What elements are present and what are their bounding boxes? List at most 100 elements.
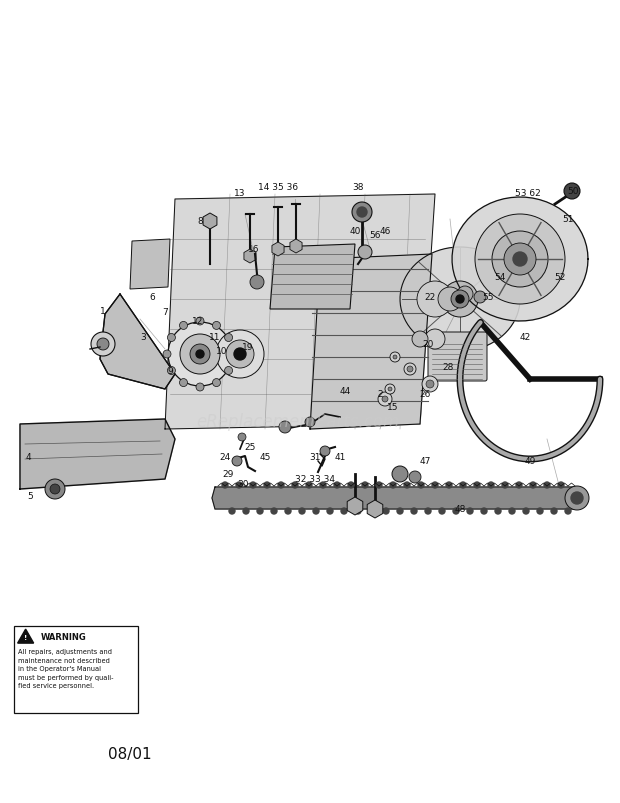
Polygon shape	[452, 198, 588, 321]
Circle shape	[278, 483, 284, 488]
Circle shape	[213, 322, 221, 330]
Circle shape	[376, 483, 382, 488]
Circle shape	[357, 208, 367, 218]
Circle shape	[565, 508, 571, 515]
Circle shape	[523, 508, 529, 515]
Text: 5: 5	[27, 492, 33, 501]
Circle shape	[383, 508, 389, 515]
Circle shape	[390, 483, 396, 488]
Circle shape	[516, 483, 522, 488]
Circle shape	[388, 388, 392, 392]
Circle shape	[564, 184, 580, 200]
Circle shape	[571, 492, 583, 504]
Text: 46: 46	[379, 227, 391, 236]
FancyBboxPatch shape	[428, 332, 487, 381]
Circle shape	[305, 418, 315, 427]
Circle shape	[492, 232, 548, 287]
Circle shape	[378, 393, 392, 406]
Text: 44: 44	[339, 387, 351, 396]
Circle shape	[382, 397, 388, 402]
Circle shape	[442, 282, 478, 318]
Text: 48: 48	[454, 505, 466, 514]
Circle shape	[45, 479, 65, 499]
Text: 38: 38	[352, 183, 364, 192]
Text: 12: 12	[192, 317, 204, 326]
Circle shape	[412, 332, 428, 348]
Circle shape	[404, 364, 416, 376]
Circle shape	[495, 508, 501, 515]
Circle shape	[250, 275, 264, 290]
Circle shape	[362, 483, 368, 488]
Circle shape	[530, 483, 536, 488]
Text: 8: 8	[197, 218, 203, 226]
Circle shape	[196, 318, 204, 325]
Circle shape	[425, 329, 445, 349]
Circle shape	[446, 483, 452, 488]
Circle shape	[418, 483, 424, 488]
Circle shape	[292, 483, 298, 488]
Circle shape	[411, 508, 417, 515]
Circle shape	[348, 483, 354, 488]
Circle shape	[224, 334, 232, 342]
Circle shape	[393, 356, 397, 360]
Circle shape	[425, 508, 431, 515]
Circle shape	[285, 508, 291, 515]
Text: 41: 41	[334, 453, 346, 462]
Text: All repairs, adjustments and
maintenance not described
in the Operator's Manual
: All repairs, adjustments and maintenance…	[17, 648, 113, 688]
Text: 30: 30	[237, 480, 249, 489]
Polygon shape	[130, 240, 170, 290]
Text: WARNING: WARNING	[41, 632, 86, 641]
Text: 56: 56	[370, 230, 381, 239]
Text: 22: 22	[424, 293, 436, 302]
Circle shape	[432, 483, 438, 488]
Circle shape	[513, 253, 527, 267]
Text: 2: 2	[377, 390, 383, 399]
Circle shape	[234, 349, 246, 361]
Text: 31: 31	[309, 453, 321, 462]
Circle shape	[457, 287, 473, 303]
Circle shape	[226, 340, 254, 369]
Text: 10: 10	[216, 347, 228, 356]
Circle shape	[409, 471, 421, 483]
Circle shape	[320, 446, 330, 456]
Polygon shape	[270, 245, 355, 310]
Circle shape	[481, 508, 487, 515]
Circle shape	[168, 323, 232, 386]
Text: 50: 50	[567, 187, 578, 196]
Circle shape	[180, 379, 187, 387]
Text: 45: 45	[259, 453, 271, 462]
Circle shape	[264, 483, 270, 488]
Circle shape	[551, 508, 557, 515]
Circle shape	[456, 296, 464, 304]
Text: 28: 28	[442, 363, 454, 372]
Circle shape	[407, 366, 413, 373]
Text: 40: 40	[349, 227, 361, 236]
Text: 15: 15	[388, 403, 399, 412]
Circle shape	[390, 353, 400, 362]
Text: 25: 25	[244, 443, 255, 452]
Circle shape	[279, 422, 291, 434]
Circle shape	[232, 456, 242, 467]
Text: 26: 26	[419, 390, 431, 399]
Circle shape	[385, 385, 395, 394]
Circle shape	[404, 483, 410, 488]
Circle shape	[50, 484, 60, 495]
Text: 6: 6	[149, 293, 155, 302]
Circle shape	[392, 467, 408, 483]
Circle shape	[352, 202, 372, 222]
Circle shape	[369, 508, 375, 515]
Circle shape	[97, 339, 109, 351]
Circle shape	[475, 214, 565, 304]
Text: 42: 42	[520, 333, 531, 342]
Polygon shape	[400, 247, 520, 352]
Circle shape	[502, 483, 508, 488]
Text: 53 62: 53 62	[515, 188, 541, 198]
Circle shape	[488, 483, 494, 488]
Circle shape	[250, 483, 256, 488]
Circle shape	[467, 508, 473, 515]
Polygon shape	[310, 255, 432, 430]
Circle shape	[565, 487, 589, 511]
Circle shape	[474, 483, 480, 488]
Circle shape	[236, 483, 242, 488]
Circle shape	[167, 334, 175, 342]
